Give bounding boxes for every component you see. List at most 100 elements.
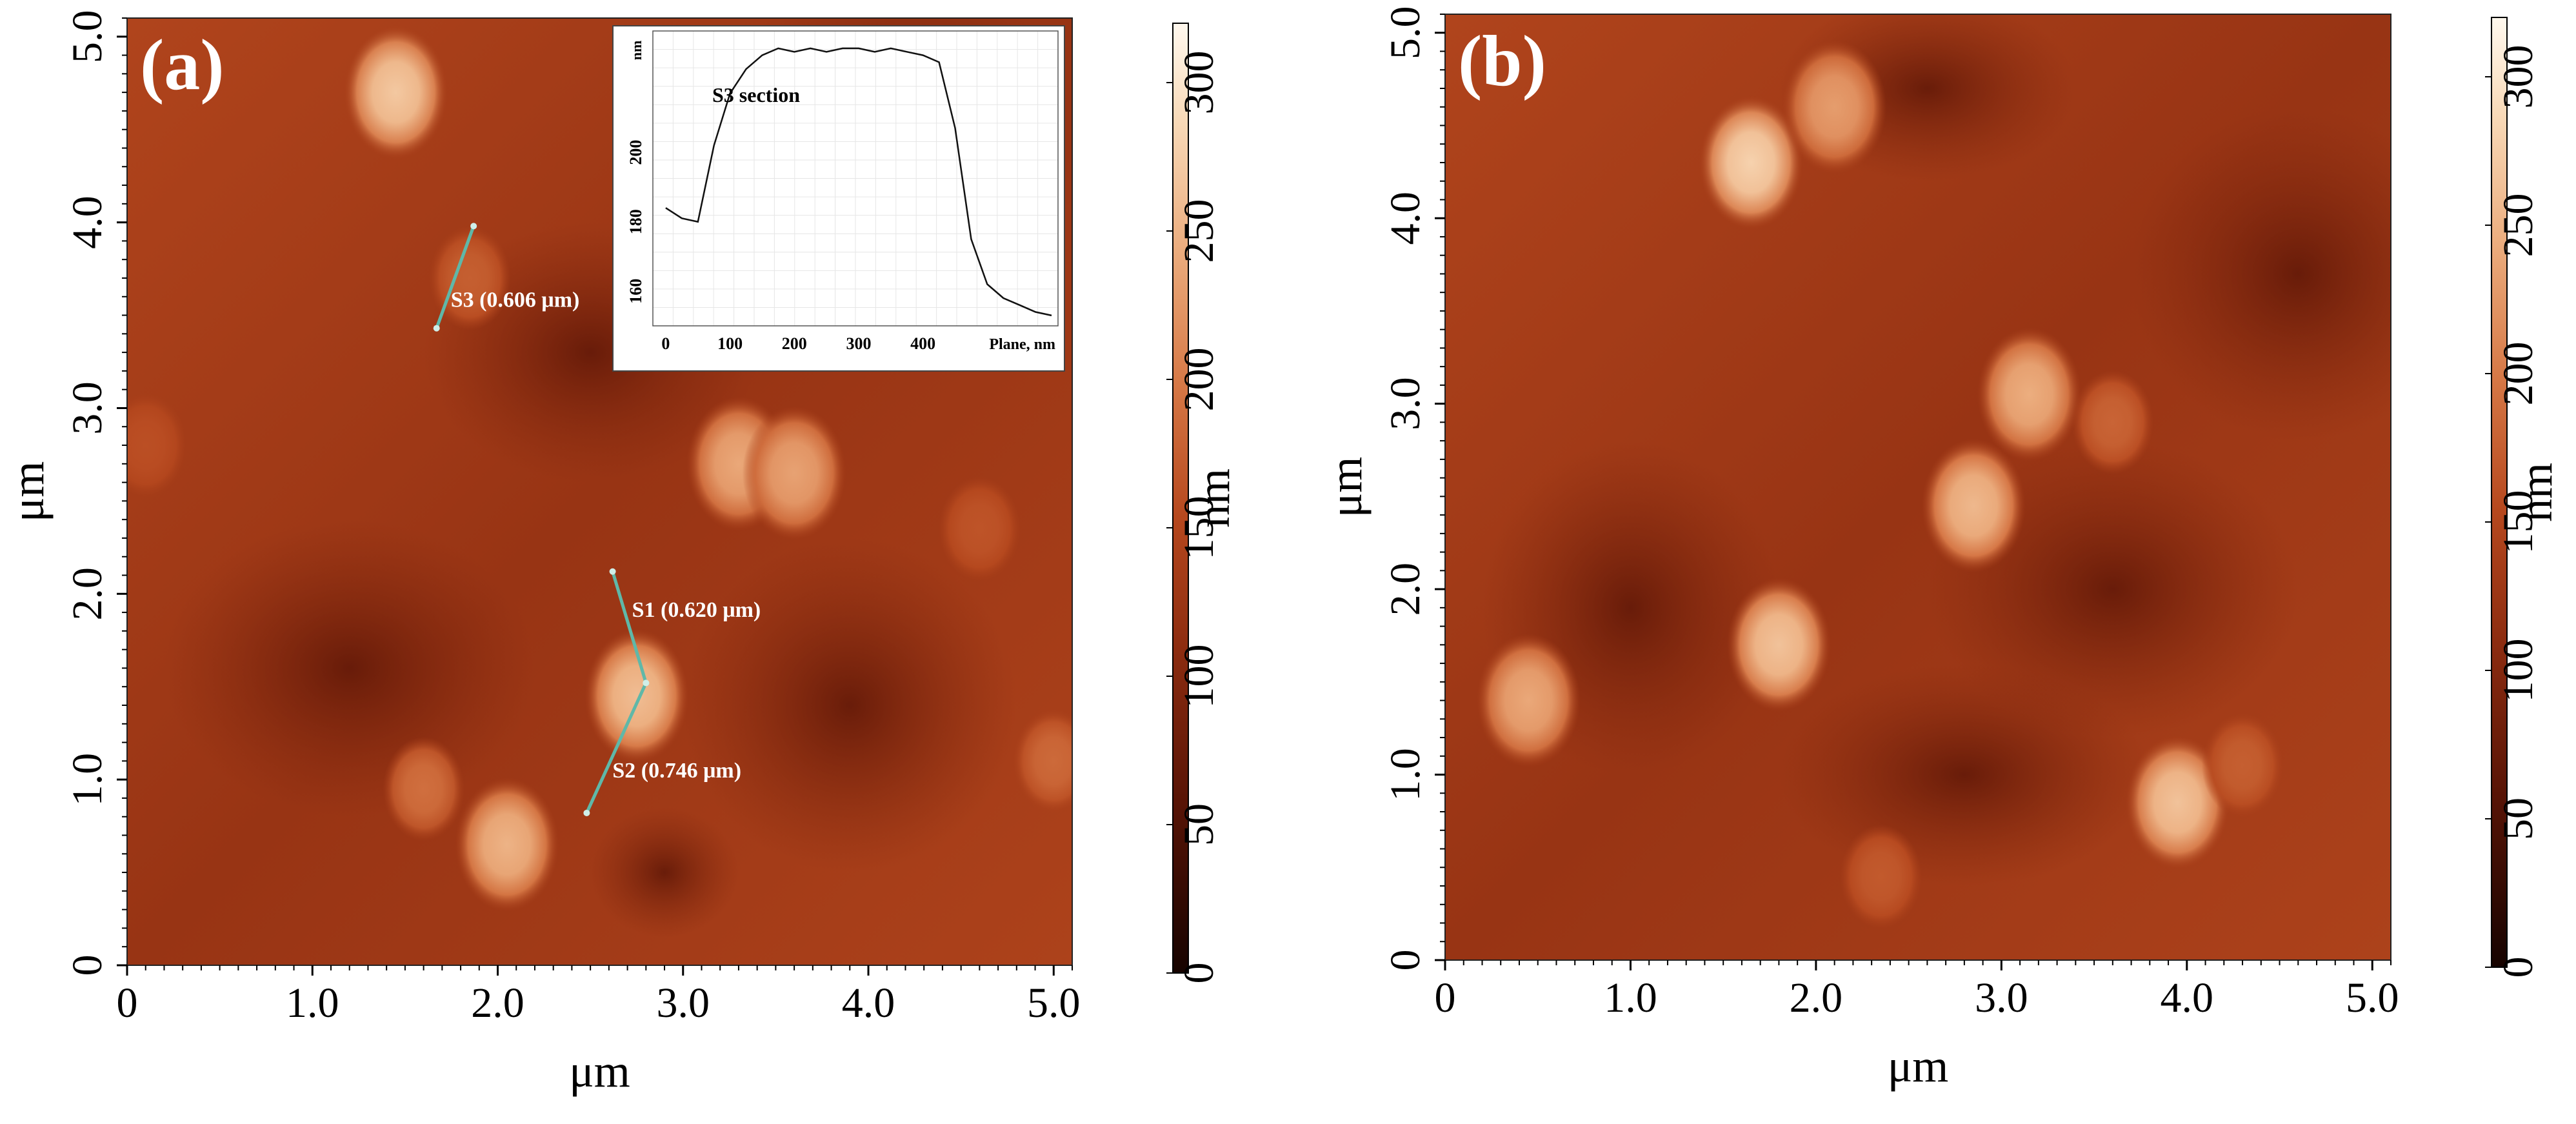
y-tick-label: 4.0 <box>1382 192 1429 245</box>
y-tick-label: 1.0 <box>64 753 111 807</box>
section-line-s2 <box>585 682 648 814</box>
inset-x-tick-label: 0 <box>661 334 670 353</box>
colorbar-tick-label: 50 <box>2495 798 2542 840</box>
heatmap-image <box>1445 14 2391 960</box>
height-feature <box>1013 708 1072 813</box>
section-endpoint <box>609 568 616 575</box>
panel-a: 0 1.0 2.0 3.0 4.0 5.0 0 1.0 2.0 3.0 4.0 5.0 μm μm (a) 0… <box>2 10 1239 1097</box>
section-line-s1 <box>611 571 648 684</box>
height-feature <box>1699 95 1803 230</box>
x-tick-label: 0 <box>1435 974 1456 1021</box>
height-feature <box>2072 370 2154 474</box>
height-feature <box>429 226 511 330</box>
inset-x-tick-label: 400 <box>910 334 935 353</box>
depression <box>1779 663 2150 887</box>
inset-y-tick-label: 180 <box>626 209 645 234</box>
colorbar-tick-label: 50 <box>1175 803 1223 846</box>
y-axis-label: μm <box>1320 457 1372 518</box>
inset-title: S3 section <box>712 83 800 106</box>
height-feature <box>1921 439 2026 573</box>
colorbar <box>1172 23 1189 974</box>
y-tick-label: 0 <box>64 955 111 976</box>
height-feature <box>1977 327 2081 461</box>
section-line-s3 <box>435 225 475 329</box>
colorbar-tick-label: 150 <box>1175 496 1223 560</box>
inset-x-tick-label: 100 <box>717 334 743 353</box>
y-axis-label: μm <box>2 461 54 523</box>
depression <box>683 537 1017 873</box>
height-feature <box>939 476 1021 581</box>
x-tick-label: 2.0 <box>471 979 524 1027</box>
height-feature <box>1840 825 1922 929</box>
height-feature <box>742 406 846 540</box>
colorbar-tick-label: 150 <box>2495 490 2542 554</box>
section-endpoint <box>643 679 650 687</box>
inset-y-axis-label: nm <box>628 41 644 61</box>
colorbar <box>2491 17 2508 968</box>
y-tick-label: 4.0 <box>64 196 111 249</box>
inset-series-line <box>665 47 1052 317</box>
inset-frame <box>652 30 1059 326</box>
colorbar-tick-label: 300 <box>2495 45 2542 109</box>
panel-b: 0 1.0 2.0 3.0 4.0 5.0 0 1.0 2.0 3.0 4.0 5.0 μm μm (b) 0… <box>1320 6 2562 1092</box>
colorbar-label: nm <box>1188 468 1239 528</box>
section-endpoint <box>470 223 477 230</box>
y-tick-label: 2.0 <box>1382 563 1429 616</box>
colorbar-tick-label: 0 <box>2495 957 2542 978</box>
colorbar-tick-label: 100 <box>2495 639 2542 703</box>
inset-x-tick-label: 200 <box>782 334 807 353</box>
inset-x-tick-label: 300 <box>846 334 871 353</box>
x-tick-label: 3.0 <box>657 979 710 1027</box>
colorbar-tick-label: 300 <box>1175 51 1223 115</box>
y-tick-label: 0 <box>1382 950 1429 971</box>
height-feature <box>1476 634 1581 768</box>
y-tick-label: 5.0 <box>1382 6 1429 59</box>
height-feature <box>1726 577 1831 712</box>
x-tick-label: 4.0 <box>842 979 895 1027</box>
panel-label: (a) <box>140 25 225 105</box>
x-tick-label: 0 <box>117 979 138 1027</box>
depression <box>164 519 535 817</box>
height-feature <box>127 393 186 497</box>
inset-background <box>612 25 1065 372</box>
y-tick-label: 2.0 <box>64 567 111 621</box>
colorbar-tick-label: 0 <box>1175 963 1223 984</box>
inset-y-tick-label: 200 <box>626 140 645 165</box>
colorbar-tick-label: 100 <box>1175 645 1223 708</box>
section-endpoint <box>583 809 590 816</box>
colorbar-tick-label: 250 <box>1175 199 1223 263</box>
colorbar-tick-label: 200 <box>1175 348 1223 412</box>
height-feature <box>584 629 689 763</box>
x-axis-label: μm <box>569 1045 630 1097</box>
x-tick-label: 5.0 <box>2346 974 2399 1021</box>
depression <box>590 807 739 938</box>
plot-frame <box>126 17 1073 966</box>
colorbar-tick-label: 200 <box>2495 342 2542 406</box>
x-tick-label: 3.0 <box>1975 974 2028 1021</box>
x-tick-label: 1.0 <box>1604 974 1657 1021</box>
colorbar-tick-label: 250 <box>2495 194 2542 257</box>
y-tick-label: 5.0 <box>64 10 111 64</box>
height-feature <box>383 736 464 841</box>
inset-chart: 0 100 200 300 400 160 180 200 Plane, nm nm S3 sect… <box>612 25 1065 372</box>
height-feature <box>344 25 448 159</box>
inset-y-tick-label: 160 <box>626 279 645 304</box>
section-label-s1: S1 (0.620 μm) <box>632 598 761 622</box>
height-feature <box>1782 40 1887 174</box>
section-endpoint <box>433 325 440 332</box>
x-tick-label: 1.0 <box>286 979 339 1027</box>
colorbar-label: nm <box>2510 463 2562 522</box>
x-tick-label: 4.0 <box>2161 974 2214 1021</box>
height-feature <box>2201 713 2284 818</box>
x-tick-label: 2.0 <box>1790 974 1843 1021</box>
y-tick-label: 3.0 <box>1382 377 1429 430</box>
y-tick-label: 1.0 <box>1382 748 1429 801</box>
height-feature <box>455 778 559 912</box>
x-axis-label: μm <box>1888 1040 1949 1092</box>
y-tick-label: 3.0 <box>64 381 111 435</box>
section-label-s3: S3 (0.606 μm) <box>451 288 580 312</box>
panel-label: (b) <box>1458 21 1546 101</box>
section-label-s2: S2 (0.746 μm) <box>612 759 741 783</box>
x-tick-label: 5.0 <box>1027 979 1081 1027</box>
